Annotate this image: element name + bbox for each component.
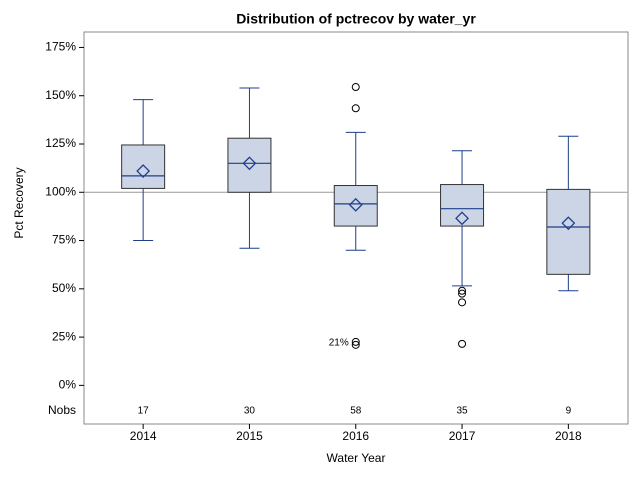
- y-tick-label: 100%: [45, 184, 76, 198]
- mean-marker: [242, 156, 257, 171]
- outlier: [458, 286, 467, 295]
- outlier: [458, 298, 467, 307]
- nobs-value: 58: [350, 406, 362, 417]
- nobs-value: 30: [244, 406, 256, 417]
- x-axis-label: Water Year: [327, 451, 386, 465]
- x-tick-label: 2018: [555, 429, 582, 443]
- nobs-value: 17: [138, 406, 150, 417]
- mean-marker: [561, 216, 576, 231]
- x-tick-label: 2014: [130, 429, 157, 443]
- outlier: [351, 340, 360, 349]
- y-tick-label: 125%: [45, 136, 76, 150]
- box: [333, 185, 378, 227]
- x-tick-label: 2016: [342, 429, 369, 443]
- x-tick-label: 2017: [449, 429, 476, 443]
- box: [546, 188, 591, 275]
- outlier: [351, 104, 360, 113]
- nobs-value: 35: [456, 406, 468, 417]
- box: [227, 137, 272, 193]
- outlier: [351, 83, 360, 92]
- outlier: [458, 339, 467, 348]
- mean-marker: [455, 211, 469, 226]
- outlier: [458, 289, 467, 298]
- mean-marker: [348, 197, 363, 212]
- nobs-label: Nobs: [48, 403, 76, 417]
- y-tick-label: 25%: [52, 329, 76, 343]
- chart-title: Distribution of pctrecov by water_yr: [236, 11, 476, 27]
- box: [121, 144, 166, 189]
- box: [440, 184, 485, 227]
- outlier: [351, 337, 360, 346]
- annotation: 21%: [329, 337, 349, 348]
- y-tick-label: 0%: [59, 378, 77, 392]
- nobs-value: 9: [566, 406, 572, 417]
- y-tick-label: 150%: [45, 88, 76, 102]
- y-tick-label: 175%: [45, 40, 76, 54]
- y-tick-label: 75%: [52, 233, 76, 247]
- y-axis-label: Pct Recovery: [12, 167, 26, 238]
- y-tick-label: 50%: [52, 281, 76, 295]
- mean-marker: [136, 164, 151, 178]
- x-tick-label: 2015: [236, 429, 263, 443]
